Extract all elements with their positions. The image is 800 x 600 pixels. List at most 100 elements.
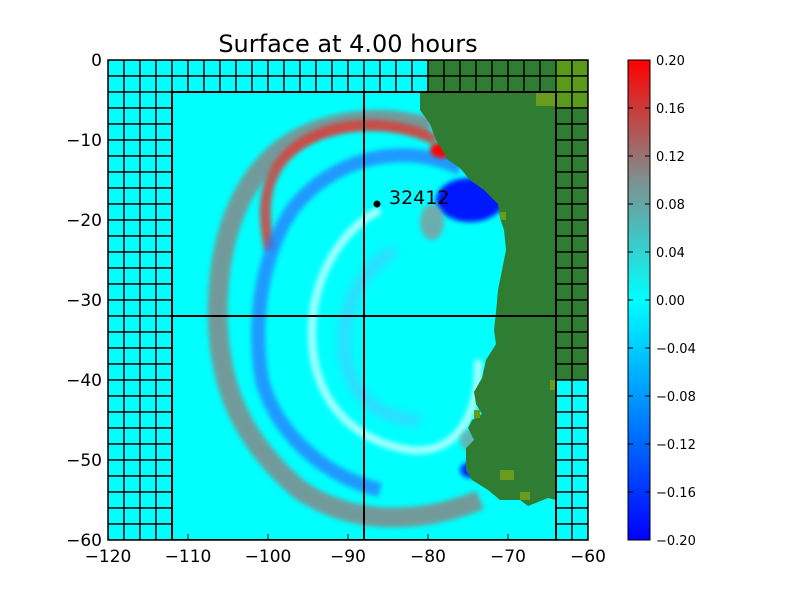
grid-cell	[139, 523, 157, 540]
grid-cell	[555, 411, 573, 429]
grid-cell	[139, 235, 157, 253]
grid-cell	[571, 75, 588, 93]
grid-cell	[155, 395, 173, 413]
grid-cell	[123, 395, 141, 413]
grid-cell	[155, 203, 173, 221]
colorbar-tick-label: −0.16	[656, 486, 696, 501]
grid-cell	[123, 203, 141, 221]
grid-cell	[139, 171, 157, 189]
grid-cell	[363, 75, 381, 93]
grid-cell	[139, 363, 157, 381]
grid-cell	[108, 523, 125, 540]
grid-cell	[555, 60, 573, 77]
grid-cell	[139, 507, 157, 525]
grid-cell	[555, 459, 573, 477]
grid-cell	[139, 107, 157, 125]
grid-cell	[267, 60, 285, 77]
grid-cell	[571, 427, 588, 445]
grid-cell	[411, 60, 429, 77]
grid-cell	[155, 459, 173, 477]
grid-cell	[555, 507, 573, 525]
x-axis: −120 −110 −100 −90 −80 −70 −60	[85, 60, 606, 567]
grid-cell	[108, 379, 125, 397]
grid-cell	[155, 491, 173, 509]
grid-cell	[108, 427, 125, 445]
grid-cell	[139, 459, 157, 477]
grid-cell	[491, 60, 509, 77]
grid-cell	[123, 299, 141, 317]
grid-cell	[571, 331, 588, 349]
gauge-marker	[373, 200, 381, 208]
x-tick-label: −110	[165, 547, 212, 567]
grid-cell	[251, 75, 269, 93]
grid-cell	[283, 60, 301, 77]
grid-cell	[139, 251, 157, 269]
grid-cell	[395, 75, 413, 93]
grid-cell	[139, 219, 157, 237]
grid-cell	[155, 123, 173, 141]
grid-cell	[155, 267, 173, 285]
x-tick-label: −120	[85, 547, 132, 567]
grid-cell	[571, 347, 588, 365]
grid-cell	[108, 299, 125, 317]
grid-cell	[108, 60, 125, 77]
colorbar-tick-label: −0.20	[656, 534, 696, 549]
grid-cell	[123, 267, 141, 285]
grid-cell	[139, 60, 157, 77]
grid-cell	[331, 75, 349, 93]
grid-cell	[555, 75, 573, 93]
grid-cell	[123, 235, 141, 253]
grid-cell	[155, 219, 173, 237]
coarse-grid-cells	[108, 60, 588, 540]
grid-cell	[108, 107, 125, 125]
grid-cell	[155, 251, 173, 269]
grid-cell	[427, 60, 445, 77]
grid-cell	[571, 251, 588, 269]
colorbar: 0.20 0.16 0.12 0.08 0.04 0.00 −0.04 −0.08 −0.12 −…	[627, 54, 696, 549]
land-mass-pacific-coast-detail	[420, 92, 436, 100]
grid-cell	[555, 427, 573, 445]
colorbar-tick-label: 0.12	[656, 150, 685, 165]
grid-cell	[123, 171, 141, 189]
gauge-label: 32412	[389, 187, 449, 209]
colorbar-tick-label: 0.04	[656, 246, 685, 261]
colorbar-tick-label: 0.20	[656, 54, 685, 69]
y-tick-label: −50	[66, 451, 102, 471]
grid-cell	[347, 75, 365, 93]
grid-cell	[299, 75, 317, 93]
grid-cell	[555, 171, 573, 189]
colorbar-tick-label: −0.08	[656, 390, 696, 405]
grid-cell	[108, 139, 125, 157]
grid-cell	[139, 267, 157, 285]
grid-cell	[571, 491, 588, 509]
grid-cell	[139, 299, 157, 317]
inner-ring-blue	[339, 245, 421, 425]
y-tick-label: −40	[66, 371, 102, 391]
grid-cell	[123, 315, 141, 333]
y-tick-label: −60	[66, 531, 102, 551]
grid-cell	[123, 459, 141, 477]
grid-cell	[155, 60, 173, 77]
grid-cell	[555, 187, 573, 205]
colorbar-ticks: 0.20 0.16 0.12 0.08 0.04 0.00 −0.04 −0.08 −0.12 −…	[628, 54, 696, 549]
grid-cell	[155, 171, 173, 189]
grid-cell	[155, 523, 173, 540]
grid-cell	[571, 443, 588, 461]
grid-cell	[411, 75, 429, 93]
grid-cell	[219, 60, 237, 77]
grid-cell	[139, 283, 157, 301]
grid-cell	[155, 299, 173, 317]
grid-cell	[267, 75, 285, 93]
grid-cell	[555, 523, 573, 540]
grid-cell	[523, 60, 541, 77]
y-tick-label: −30	[66, 291, 102, 311]
grid-cell	[123, 75, 141, 93]
grid-cell	[123, 187, 141, 205]
y-axis: 0 −10 −20 −30 −40 −50 −60	[66, 51, 588, 551]
grid-cell	[555, 443, 573, 461]
grid-cell	[347, 60, 365, 77]
grid-cell	[571, 395, 588, 413]
grid-cell	[155, 475, 173, 493]
y-tick-label: −10	[66, 131, 102, 151]
grid-cell	[571, 235, 588, 253]
